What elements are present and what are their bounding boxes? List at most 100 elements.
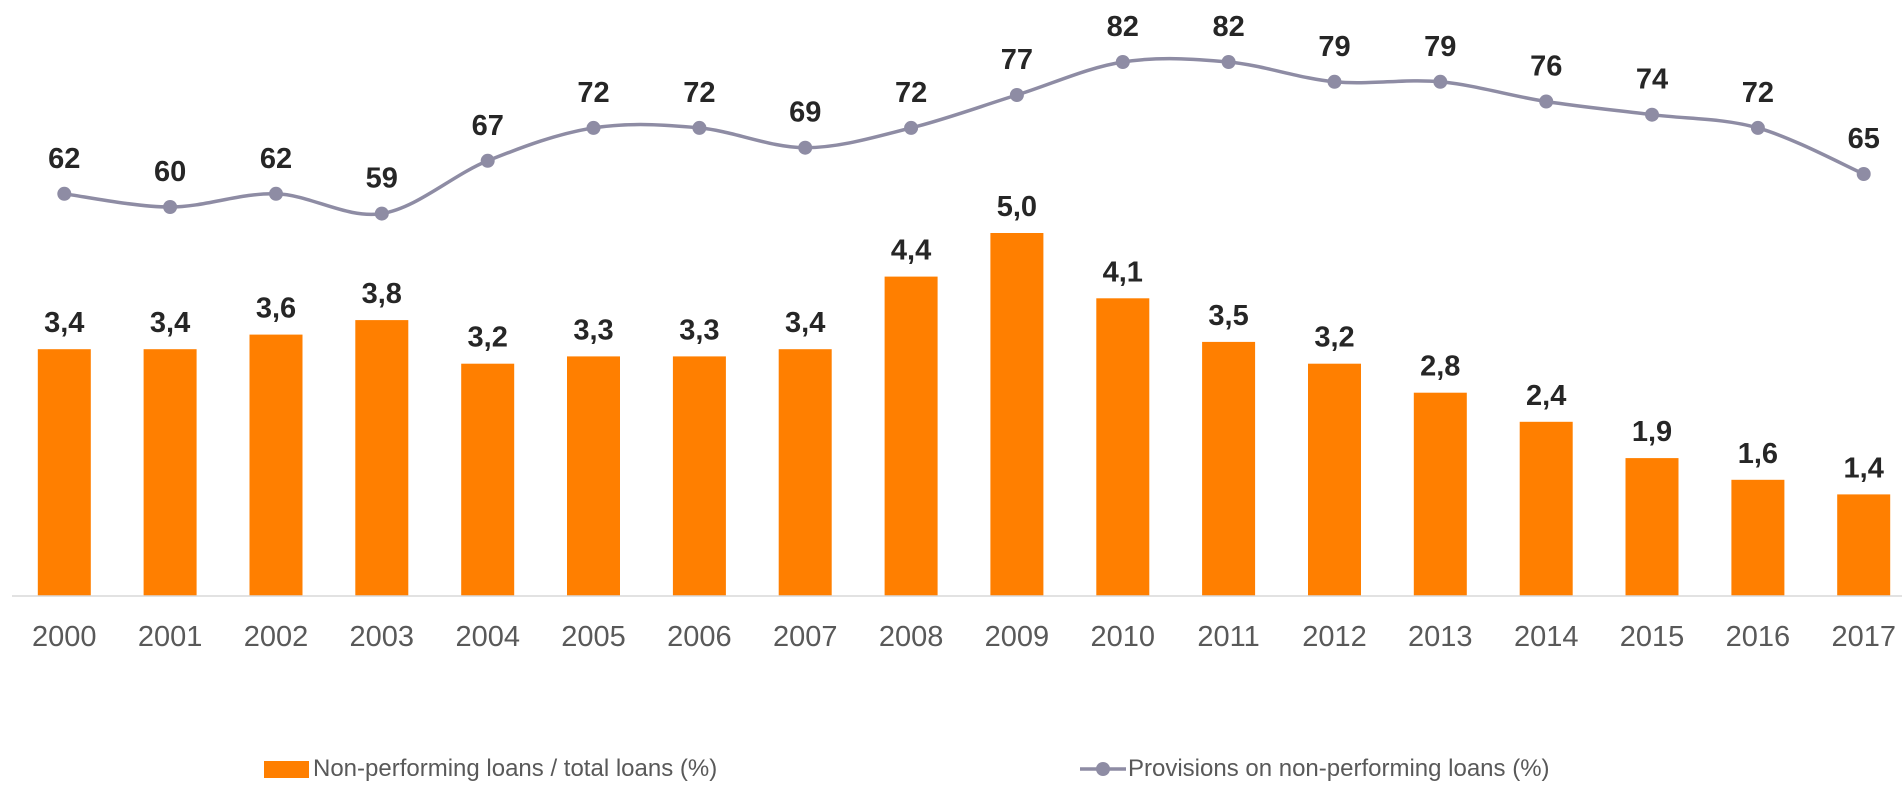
bar-2004 (461, 363, 515, 596)
line-point-2008 (904, 120, 919, 135)
bar-2016 (1731, 479, 1785, 596)
bar-data-label-2003: 3,8 (362, 278, 402, 310)
legend-label-npl-ratio: Non-performing loans / total loans (%) (313, 755, 718, 782)
bar-data-label-2001: 3,4 (150, 307, 190, 339)
bar-2000 (37, 349, 91, 596)
bar-data-label-2005: 3,3 (573, 314, 613, 346)
provisions-line (64, 56, 1865, 217)
x-tick-label-2013: 2013 (1408, 621, 1473, 653)
line-point-2009 (1009, 88, 1024, 102)
line-series-layer (57, 55, 1871, 221)
data-labels-layer: 3,4 3,4 3,6 3,8 3,2 3,3 3,3 3,4 4,4 5,0 4,1 3,5 3,2 2… (44, 11, 1884, 484)
line-data-label-2005: 72 (577, 77, 609, 109)
line-data-label-2001: 60 (154, 156, 186, 188)
bar-2007 (778, 349, 832, 596)
line-point-2001 (163, 200, 178, 214)
x-tick-label-2005: 2005 (561, 621, 626, 653)
line-point-2007 (798, 140, 813, 155)
bar-2015 (1625, 458, 1679, 596)
bar-2006 (672, 356, 726, 596)
x-tick-label-2011: 2011 (1197, 621, 1259, 653)
bar-2017 (1837, 494, 1891, 596)
line-point-2017 (1856, 167, 1871, 181)
bar-2005 (567, 356, 620, 596)
bar-data-label-2014: 2,4 (1526, 380, 1566, 412)
bar-data-label-2004: 3,2 (468, 322, 508, 354)
bar-2009 (990, 233, 1044, 596)
bar-2003 (355, 320, 409, 596)
bar-data-label-2002: 3,6 (256, 293, 296, 325)
x-tick-label-2017: 2017 (1831, 621, 1896, 653)
legend-item-provisions: Provisions on non-performing loans (%) (1080, 755, 1550, 783)
line-point-2003 (374, 206, 389, 221)
bar-data-label-2008: 4,4 (891, 235, 931, 267)
bar-data-label-2007: 3,4 (785, 307, 825, 339)
x-tick-label-2006: 2006 (667, 621, 732, 653)
line-data-label-2014: 76 (1530, 51, 1562, 83)
line-point-2004 (480, 153, 495, 168)
x-tick-label-2014: 2014 (1514, 621, 1579, 653)
x-tick-label-2007: 2007 (773, 621, 838, 653)
line-data-label-2009: 77 (1001, 44, 1033, 76)
line-data-label-2002: 62 (260, 143, 292, 175)
line-point-2015 (1645, 107, 1659, 122)
line-data-label-2011: 82 (1212, 11, 1244, 43)
x-tick-label-2008: 2008 (879, 621, 944, 653)
bar-2011 (1202, 341, 1256, 596)
legend-bar-swatch (264, 760, 309, 778)
line-data-label-2013: 79 (1424, 31, 1456, 63)
bar-2001 (143, 349, 197, 596)
line-point-2002 (269, 186, 283, 201)
bar-2010 (1096, 298, 1150, 596)
line-point-2013 (1433, 74, 1448, 89)
bar-data-label-2013: 2,8 (1420, 351, 1460, 383)
x-tick-label-2000: 2000 (32, 621, 97, 653)
bar-data-label-2010: 4,1 (1103, 256, 1143, 288)
bar-data-label-2011: 3,5 (1208, 300, 1248, 332)
legend-label-provisions: Provisions on non-performing loans (%) (1128, 755, 1550, 782)
bar-2002 (249, 334, 303, 596)
x-tick-label-2004: 2004 (455, 621, 520, 653)
legend-line-marker-swatch (1080, 762, 1126, 776)
x-tick-label-2002: 2002 (244, 621, 309, 653)
line-point-2016 (1750, 120, 1765, 135)
bar-2012 (1308, 363, 1361, 596)
line-point-2010 (1115, 55, 1130, 69)
x-axis-tick-labels: 2000 2001 2002 2003 2004 2005 2006 2007 2008 2009… (32, 621, 1896, 653)
line-point-2011 (1221, 55, 1236, 69)
line-data-label-2017: 65 (1848, 123, 1880, 155)
line-point-2005 (586, 120, 601, 135)
bar-2014 (1519, 421, 1573, 596)
bar-data-label-2017: 1,4 (1844, 452, 1884, 484)
line-point-2000 (57, 186, 72, 201)
line-data-label-2007: 69 (789, 97, 821, 129)
line-point-2006 (692, 120, 707, 135)
line-point-2014 (1539, 94, 1554, 109)
x-tick-label-2010: 2010 (1091, 621, 1156, 653)
bar-data-label-2012: 3,2 (1314, 322, 1354, 354)
x-tick-label-2012: 2012 (1302, 621, 1367, 653)
bar-data-label-2016: 1,6 (1738, 438, 1778, 470)
line-data-label-2008: 72 (895, 77, 927, 109)
bar-data-label-2006: 3,3 (679, 314, 719, 346)
line-data-label-2006: 72 (683, 77, 715, 109)
line-data-label-2015: 74 (1636, 64, 1668, 96)
line-point-2012 (1327, 74, 1342, 89)
bar-series-layer (37, 233, 1891, 596)
line-data-label-2000: 62 (48, 143, 80, 175)
x-tick-label-2001: 2001 (138, 621, 203, 653)
bar-data-label-2000: 3,4 (44, 307, 84, 339)
line-data-label-2003: 59 (366, 163, 398, 195)
line-data-label-2016: 72 (1742, 77, 1774, 109)
bar-2013 (1413, 392, 1467, 596)
x-tick-label-2003: 2003 (350, 621, 415, 653)
bar-data-label-2015: 1,9 (1632, 416, 1672, 448)
bar-2008 (884, 276, 938, 596)
x-tick-label-2009: 2009 (985, 621, 1050, 653)
line-data-label-2012: 79 (1318, 31, 1350, 63)
legend-item-npl-ratio: Non-performing loans / total loans (%) (264, 755, 717, 783)
line-data-label-2010: 82 (1107, 11, 1139, 43)
x-tick-label-2016: 2016 (1726, 621, 1791, 653)
bar-data-label-2009: 5,0 (997, 191, 1037, 223)
